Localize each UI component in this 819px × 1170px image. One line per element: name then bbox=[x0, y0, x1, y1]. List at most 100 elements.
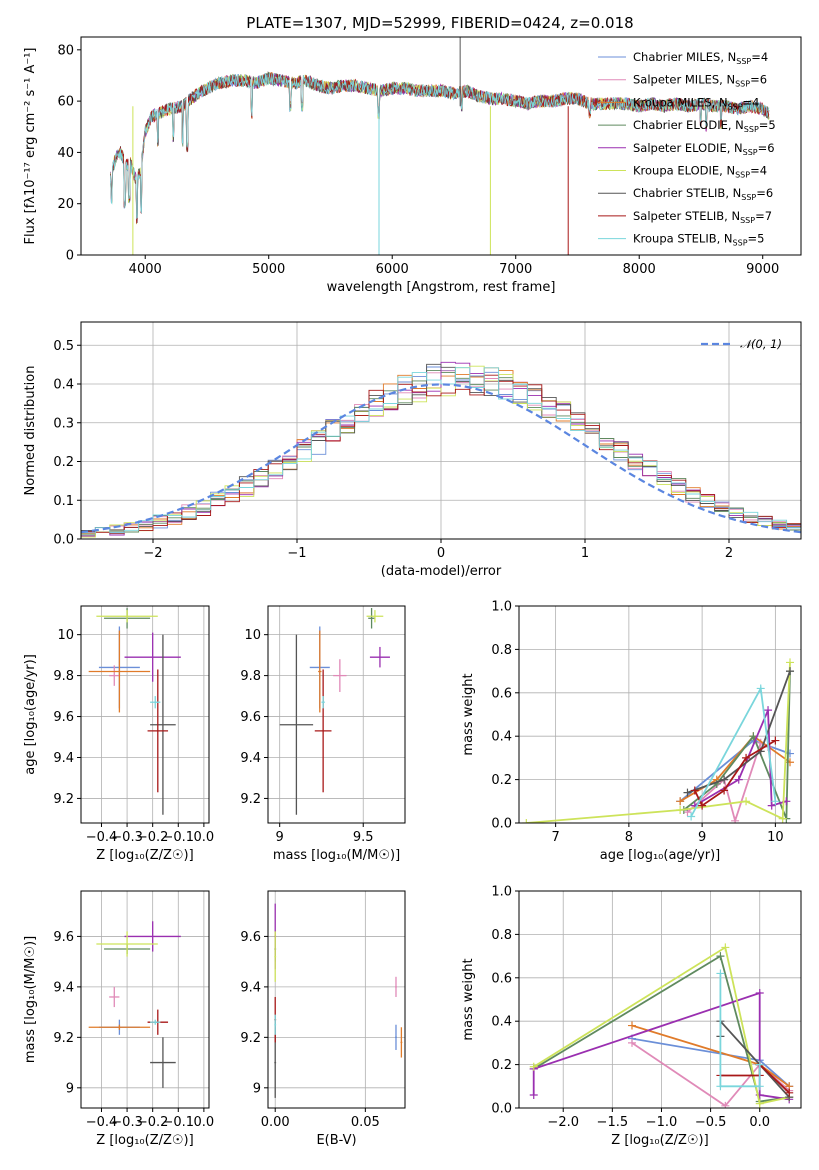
legend-entry: Salpeter MILES, NSSP=6 bbox=[633, 73, 767, 89]
panel-residual-histogram: −2 −1 0 1 2 0.0 0.1 0.2 0.3 0.4 0.5 (data-model)/er… bbox=[23, 321, 802, 579]
spectrum-line-kroupa-stelib bbox=[110, 72, 770, 220]
y-tick-label: 10 bbox=[57, 628, 74, 643]
y-tick-label: 0.2 bbox=[491, 1058, 512, 1073]
y-tick-label: 9.4 bbox=[53, 751, 74, 766]
y-tick-label: 9 bbox=[253, 1081, 261, 1096]
x-tick-label: −0.3 bbox=[111, 830, 143, 845]
x-tick-label: 9 bbox=[276, 830, 284, 845]
weight-marker bbox=[786, 658, 795, 667]
y-tick-label: 0.4 bbox=[53, 378, 74, 393]
weight-line-kroupa-elodie bbox=[533, 945, 790, 1105]
y-tick-label: 0.8 bbox=[491, 928, 512, 943]
y-tick-label: 0.0 bbox=[491, 817, 512, 832]
y-tick-label: 1.0 bbox=[491, 600, 512, 615]
weight-line-chabrier-elodie bbox=[533, 954, 790, 1103]
x-tick-label: 9.5 bbox=[353, 830, 374, 845]
gaussian-curve bbox=[81, 383, 801, 534]
weight-marker bbox=[720, 786, 729, 795]
y-axis-label: Flux [fλ10⁻¹⁷ erg cm⁻² s⁻¹ A⁻¹] bbox=[23, 48, 38, 245]
y-tick-label: 80 bbox=[57, 43, 74, 58]
weight-marker bbox=[690, 786, 699, 795]
y-tick-label: 0.0 bbox=[53, 533, 74, 548]
weight-marker bbox=[687, 812, 696, 821]
plot-area bbox=[279, 608, 390, 815]
weight-marker bbox=[764, 706, 773, 715]
weight-marker bbox=[755, 988, 764, 997]
y-tick-label: 9.2 bbox=[240, 792, 261, 807]
weight-marker bbox=[785, 1088, 794, 1097]
legend-entry: Kroupa MILES, NSSP=4 bbox=[633, 95, 759, 111]
x-axis-label: mass [log₁₀(M/M☉)] bbox=[273, 848, 400, 863]
weight-marker bbox=[676, 805, 685, 814]
weight-marker bbox=[529, 1062, 538, 1071]
x-axis-label: wavelength [Angstrom, rest frame] bbox=[327, 280, 556, 295]
legend-entry: Kroupa ELODIE, NSSP=4 bbox=[633, 164, 767, 180]
y-tick-label: 40 bbox=[57, 146, 74, 161]
x-tick-label: −1 bbox=[287, 546, 306, 561]
x-axis-label: age [log₁₀(age/yr)] bbox=[600, 848, 721, 863]
y-tick-label: 20 bbox=[57, 197, 74, 212]
x-tick-label: 1 bbox=[581, 546, 589, 561]
weight-marker bbox=[767, 801, 776, 810]
x-axis-label: (data-model)/error bbox=[381, 564, 502, 579]
y-tick-label: 9.6 bbox=[240, 930, 261, 945]
legend-entry: Chabrier STELIB, NSSP=6 bbox=[633, 186, 773, 202]
weight-marker bbox=[721, 943, 730, 952]
weight-marker bbox=[683, 788, 692, 797]
y-tick-label: 9.4 bbox=[53, 980, 74, 995]
weight-marker bbox=[755, 1082, 764, 1091]
panel-mass-vs-EBV: 0.00 0.05 9 9.2 9.4 9.6 E(B-V) bbox=[240, 890, 406, 1148]
x-tick-label: 8 bbox=[625, 830, 633, 845]
weight-marker bbox=[716, 952, 725, 961]
x-tick-label: 0.0 bbox=[749, 1115, 770, 1130]
x-tick-label: −0.4 bbox=[86, 830, 118, 845]
weight-marker bbox=[698, 801, 707, 810]
y-tick-label: 9.4 bbox=[240, 751, 261, 766]
axes-frame bbox=[267, 605, 406, 824]
weight-marker bbox=[529, 1090, 538, 1099]
figure-title: PLATE=1307, MJD=52999, FIBERID=0424, z=0… bbox=[246, 14, 633, 32]
spectrum-line-chabrier-stelib bbox=[110, 71, 770, 224]
axes-frame bbox=[80, 605, 210, 824]
weight-marker bbox=[755, 1060, 764, 1069]
y-tick-label: 0.6 bbox=[491, 971, 512, 986]
x-tick-label: −2 bbox=[143, 546, 162, 561]
weight-marker bbox=[716, 1082, 725, 1091]
y-tick-label: 9.6 bbox=[53, 930, 74, 945]
x-tick-label: 10 bbox=[767, 830, 784, 845]
y-tick-label: 0.1 bbox=[53, 494, 74, 509]
spectrum-line-salpeter-stelib bbox=[110, 72, 770, 224]
y-tick-label: 60 bbox=[57, 95, 74, 110]
y-tick-label: 9.6 bbox=[53, 710, 74, 725]
y-tick-label: 9.6 bbox=[240, 710, 261, 725]
x-axis-label: Z [log₁₀(Z/Z☉)] bbox=[96, 1133, 193, 1148]
x-tick-label: −2.0 bbox=[547, 1115, 579, 1130]
y-axis-label: mass [log₁₀(M/M☉)] bbox=[23, 936, 38, 1063]
panel-weight-vs-age: 7 8 9 10 0.0 0.2 0.4 0.6 0.8 1.0 age [log₁₀(age/yr… bbox=[461, 600, 802, 863]
x-tick-label: 6000 bbox=[376, 262, 409, 277]
legend-entry: Salpeter STELIB, NSSP=7 bbox=[633, 209, 772, 225]
x-tick-label: 5000 bbox=[252, 262, 285, 277]
y-axis-label: age [log₁₀(age/yr)] bbox=[23, 654, 38, 775]
y-tick-label: 0.3 bbox=[53, 416, 74, 431]
y-tick-label: 10 bbox=[244, 628, 261, 643]
legend-entry: Chabrier ELODIE, NSSP=5 bbox=[633, 118, 776, 134]
legend-entry: Salpeter ELODIE, NSSP=6 bbox=[633, 141, 775, 157]
axes-frame bbox=[80, 36, 802, 256]
plot-area bbox=[274, 903, 403, 1098]
x-axis-label: Z [log₁₀(Z/Z☉)] bbox=[611, 1133, 708, 1148]
plot-area bbox=[81, 361, 801, 538]
weight-line-kroupa-stelib bbox=[719, 973, 761, 1088]
x-tick-label: −0.1 bbox=[162, 830, 194, 845]
weight-marker bbox=[742, 797, 751, 806]
weight-marker bbox=[756, 684, 765, 693]
y-tick-label: 9.2 bbox=[240, 1031, 261, 1046]
x-tick-label: −1.5 bbox=[597, 1115, 629, 1130]
plot-area bbox=[522, 658, 795, 823]
x-tick-label: 0.00 bbox=[261, 1115, 290, 1130]
weight-marker bbox=[720, 775, 729, 784]
y-tick-label: 9.2 bbox=[53, 1031, 74, 1046]
y-tick-label: 9.2 bbox=[53, 792, 74, 807]
y-tick-label: 9 bbox=[66, 1081, 74, 1096]
x-tick-label: 9000 bbox=[746, 262, 779, 277]
